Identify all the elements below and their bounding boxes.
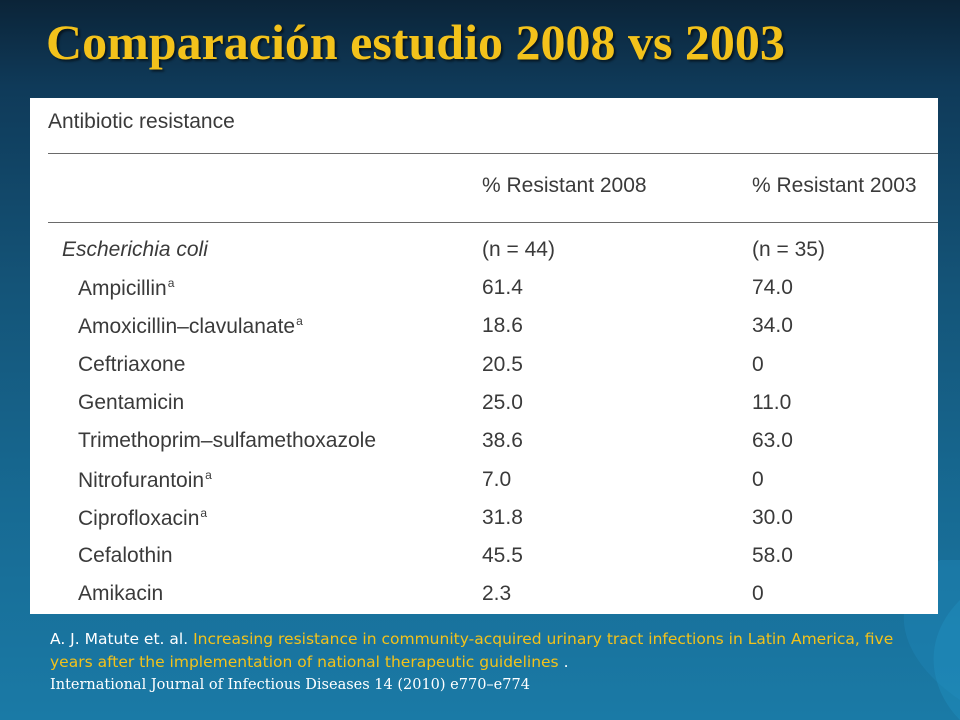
resistance-2008: 7.0 — [482, 467, 512, 491]
resistance-2008: 61.4 — [482, 276, 523, 299]
column-header-2008: % Resistant 2008 — [482, 174, 647, 197]
resistance-2008: 18.6 — [482, 314, 523, 338]
drug-name: Trimethoprim–sulfamethoxazole — [78, 429, 377, 453]
table-group-row: Escherichia coli (n = 44) (n = 35) — [30, 234, 938, 272]
footnote-mark: a — [167, 276, 175, 290]
drug-name: Amoxicillin–clavulanatea — [78, 314, 303, 339]
footnote-mark: a — [205, 467, 212, 482]
drug-name: Ceftriaxone — [78, 352, 186, 376]
drug-name: Ampicillina — [78, 276, 175, 300]
table-caption: Antibiotic resistance — [48, 110, 235, 133]
resistance-table: Antibiotic resistance % Resistant 2008 %… — [30, 98, 938, 614]
resistance-2008: 25.0 — [482, 390, 523, 414]
citation: A. J. Matute et. al. Increasing resistan… — [50, 628, 930, 697]
citation-authors: A. J. Matute et. al. — [50, 630, 189, 648]
footnote-mark: a — [296, 314, 303, 329]
resistance-2003: 74.0 — [752, 276, 793, 299]
resistance-2003: 0 — [752, 467, 764, 491]
table-row: Amoxicillin–clavulanatea 18.6 34.0 — [30, 310, 938, 348]
resistance-2008: 38.6 — [482, 429, 523, 453]
resistance-2008: 45.5 — [482, 544, 523, 568]
resistance-2008: 2.3 — [482, 582, 512, 606]
resistance-2003: 11.0 — [752, 390, 792, 414]
group-n-2003: (n = 35) — [752, 238, 825, 261]
citation-title: Increasing resistance in community-acqui… — [50, 630, 894, 671]
table-row: Trimethoprim–sulfamethoxazole 38.6 63.0 — [30, 425, 938, 463]
citation-journal: International Journal of Infectious Dise… — [50, 677, 530, 693]
drug-name: Amikacin — [78, 582, 164, 606]
table-row: Ampicillina 61.4 74.0 — [30, 272, 938, 310]
resistance-2003: 30.0 — [752, 505, 793, 529]
table-row: Amikacin 2.3 0 — [30, 578, 938, 614]
table-row: Nitrofurantoina 7.0 0 — [30, 464, 938, 502]
table-row: Ceftriaxone 20.5 0 — [30, 349, 938, 387]
resistance-2003: 34.0 — [752, 314, 793, 338]
citation-end: . — [563, 653, 569, 671]
resistance-2003: 58.0 — [752, 544, 793, 568]
drug-name: Ciprofloxacina — [78, 505, 208, 530]
table-row: Ciprofloxacina 31.8 30.0 — [30, 502, 938, 540]
table-row: Gentamicin 25.0 11.0 — [30, 387, 938, 425]
drug-name: Cefalothin — [78, 544, 173, 568]
table-row: Cefalothin 45.5 58.0 — [30, 540, 938, 578]
footnote-mark: a — [200, 505, 208, 520]
table-rule-header — [48, 222, 938, 223]
group-n-2008: (n = 44) — [482, 238, 555, 261]
resistance-2008: 31.8 — [482, 505, 523, 529]
column-header-2003: % Resistant 2003 — [752, 174, 917, 197]
slide-title: Comparación estudio 2008 vs 2003 — [46, 14, 785, 70]
table-rule-top — [48, 153, 938, 154]
drug-name: Nitrofurantoina — [78, 467, 212, 492]
resistance-2003: 0 — [752, 352, 764, 376]
resistance-2003: 63.0 — [752, 429, 793, 453]
drug-name: Gentamicin — [78, 390, 185, 414]
resistance-2003: 0 — [752, 582, 764, 606]
group-name: Escherichia coli — [62, 238, 208, 261]
resistance-2008: 20.5 — [482, 352, 523, 376]
